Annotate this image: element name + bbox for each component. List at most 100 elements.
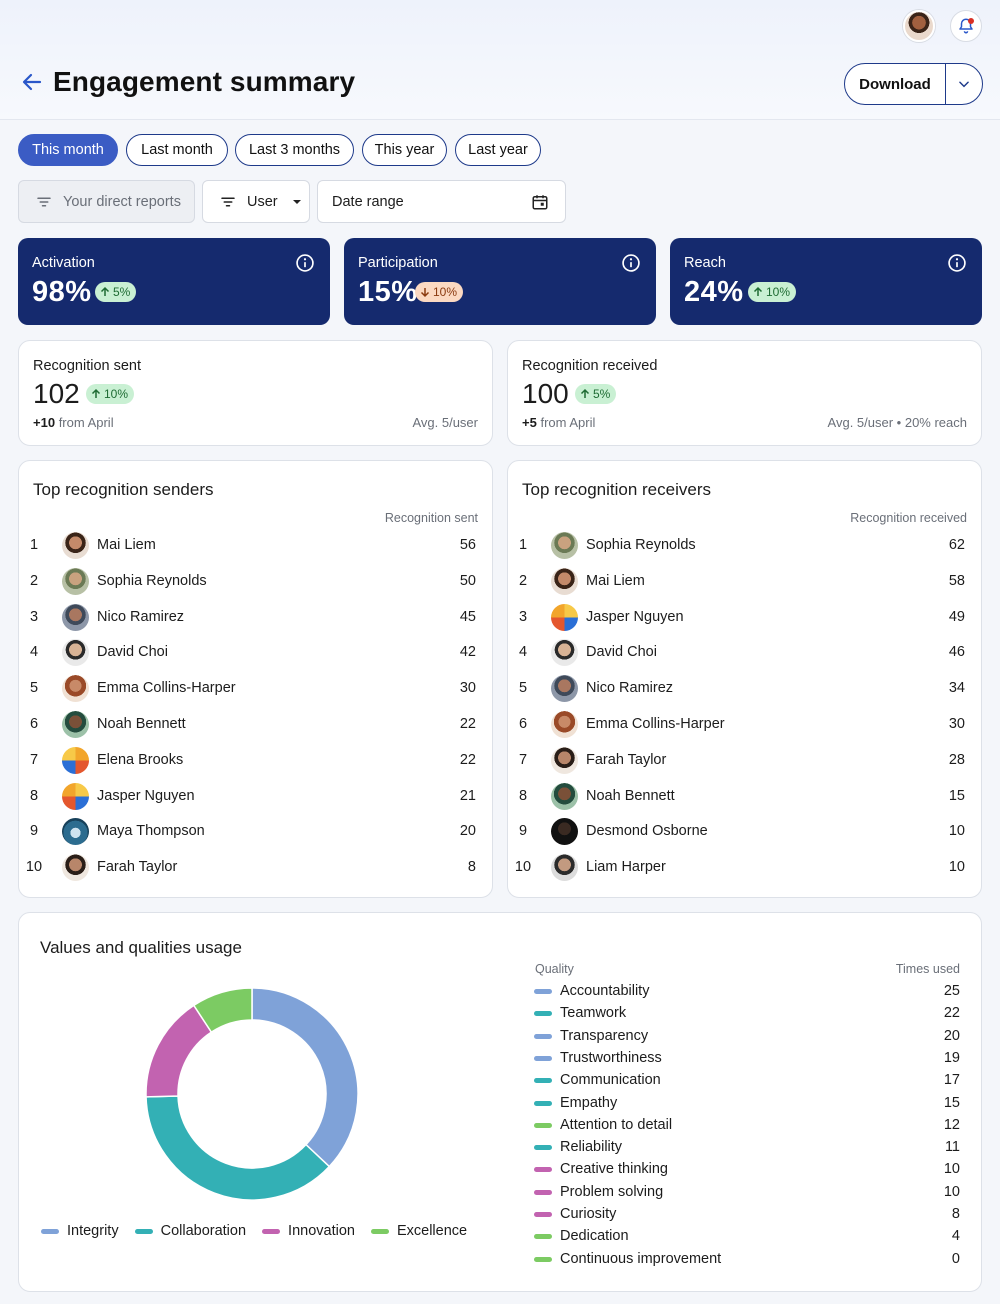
info-icon[interactable] <box>621 253 641 273</box>
quality-row: Accountability 25 <box>534 981 960 1003</box>
period-last-3-months[interactable]: Last 3 months <box>235 134 354 166</box>
kpi-change-badge: 10% <box>748 282 797 302</box>
table-row[interactable]: 2 Sophia Reynolds 50 <box>19 564 492 600</box>
table-row[interactable]: 7 Elena Brooks 22 <box>19 743 492 779</box>
kpi-activation: Activation 98% 5% <box>18 238 330 325</box>
table-row[interactable]: 9 Maya Thompson 20 <box>19 814 492 850</box>
kpi-change-badge: 5% <box>95 282 137 302</box>
notifications-button[interactable] <box>950 10 982 42</box>
quality-swatch <box>534 1100 552 1106</box>
arrow-down-icon <box>420 288 430 298</box>
table-row[interactable]: 10 Liam Harper 10 <box>508 850 981 886</box>
period-last-month[interactable]: Last month <box>126 134 228 166</box>
info-icon[interactable] <box>295 253 315 273</box>
rank: 1 <box>518 537 528 553</box>
count: 45 <box>459 608 476 625</box>
column-header: Recognition received <box>850 511 967 525</box>
table-row[interactable]: 2 Mai Liem 58 <box>508 564 981 600</box>
table-row[interactable]: 8 Noah Bennett 15 <box>508 779 981 815</box>
person-name: Emma Collins-Harper <box>97 680 236 697</box>
quality-name: Problem solving <box>560 1183 664 1200</box>
table-row[interactable]: 4 David Choi 46 <box>508 635 981 671</box>
table-row[interactable]: 10 Farah Taylor 8 <box>19 850 492 886</box>
notification-dot <box>968 18 974 24</box>
quality-swatch <box>534 989 552 994</box>
user-filter[interactable]: User <box>202 180 310 223</box>
avatar <box>62 567 89 595</box>
count: 46 <box>948 644 965 661</box>
count: 58 <box>948 572 965 589</box>
table-row[interactable]: 6 Noah Bennett 22 <box>19 707 492 743</box>
quality-swatch <box>534 1122 552 1128</box>
quality-swatch <box>534 1011 552 1017</box>
count: 50 <box>459 572 476 589</box>
quality-times-used: 15 <box>943 1094 960 1111</box>
kpi-reach: Reach 24% 10% <box>670 238 982 325</box>
rank: 3 <box>518 608 528 625</box>
legend-label: Innovation <box>288 1223 355 1239</box>
change-badge: 10% <box>86 384 135 404</box>
filter-icon <box>37 197 51 206</box>
date-range-label: Date range <box>332 193 404 210</box>
date-range-input[interactable]: Date range <box>317 180 566 223</box>
table-row[interactable]: 3 Nico Ramirez 45 <box>19 600 492 636</box>
average-text: Avg. 5/user • 20% reach <box>827 415 967 430</box>
count: 62 <box>948 537 965 553</box>
table-row[interactable]: 9 Desmond Osborne 10 <box>508 814 981 850</box>
card-title: Top recognition receivers <box>522 480 711 499</box>
period-this-year[interactable]: This year <box>362 134 447 166</box>
period-last-year[interactable]: Last year <box>455 134 541 166</box>
delta-value: +5 <box>522 415 537 430</box>
calendar-icon[interactable] <box>531 193 549 211</box>
legend-swatch <box>370 1228 389 1234</box>
quality-swatch <box>534 1055 552 1061</box>
count: 20 <box>459 823 476 840</box>
avatar <box>551 639 578 667</box>
download-separator <box>945 64 946 104</box>
table-row[interactable]: 8 Jasper Nguyen 21 <box>19 779 492 815</box>
person-name: Emma Collins-Harper <box>586 716 725 732</box>
table-row[interactable]: 7 Farah Taylor 28 <box>508 743 981 779</box>
quality-row: Reliability 11 <box>534 1137 960 1159</box>
table-row[interactable]: 5 Nico Ramirez 34 <box>508 671 981 707</box>
count: 42 <box>459 644 476 661</box>
rank: 9 <box>29 823 39 840</box>
quality-swatch <box>534 1078 552 1084</box>
person-name: Sophia Reynolds <box>97 572 207 589</box>
avatar <box>551 782 578 810</box>
quality-row: Curiosity 8 <box>534 1204 960 1226</box>
count: 28 <box>948 751 965 768</box>
kpi-label: Activation <box>32 255 95 271</box>
direct-reports-label: Your direct reports <box>63 193 181 210</box>
change-value: 5% <box>593 387 611 401</box>
donut-slice-collaboration <box>145 1095 331 1201</box>
avatar <box>62 746 89 774</box>
filter-icon <box>221 197 235 206</box>
table-row[interactable]: 6 Emma Collins-Harper 30 <box>508 707 981 743</box>
rank: 4 <box>29 644 39 661</box>
count: 10 <box>948 859 965 876</box>
period-this-month[interactable]: This month <box>18 134 118 166</box>
quality-row: Attention to detail 12 <box>534 1115 960 1137</box>
table-row[interactable]: 1 Mai Liem 56 <box>19 528 492 564</box>
user-avatar[interactable] <box>903 10 935 42</box>
donut-slice-integrity <box>251 987 359 1168</box>
info-icon[interactable] <box>947 253 967 273</box>
download-menu-toggle[interactable] <box>946 77 982 91</box>
back-arrow-icon[interactable] <box>20 70 44 94</box>
table-row[interactable]: 5 Emma Collins-Harper 30 <box>19 671 492 707</box>
card-title: Top recognition senders <box>33 480 214 499</box>
table-row[interactable]: 4 David Choi 42 <box>19 635 492 671</box>
kpi-value: 98% <box>32 276 92 308</box>
avatar <box>551 603 578 631</box>
person-name: Farah Taylor <box>586 751 667 768</box>
count: 10 <box>948 823 965 840</box>
delta-text: +5 from April <box>522 415 595 430</box>
quality-swatch <box>534 1189 552 1195</box>
person-name: Jasper Nguyen <box>97 787 195 804</box>
download-button[interactable]: Download <box>844 63 983 105</box>
table-row[interactable]: 1 Sophia Reynolds 62 <box>508 528 981 564</box>
table-row[interactable]: 3 Jasper Nguyen 49 <box>508 600 981 636</box>
direct-reports-filter[interactable]: Your direct reports <box>18 180 195 223</box>
avatar <box>551 711 578 738</box>
